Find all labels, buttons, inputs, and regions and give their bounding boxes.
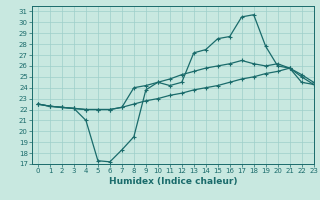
X-axis label: Humidex (Indice chaleur): Humidex (Indice chaleur) — [108, 177, 237, 186]
